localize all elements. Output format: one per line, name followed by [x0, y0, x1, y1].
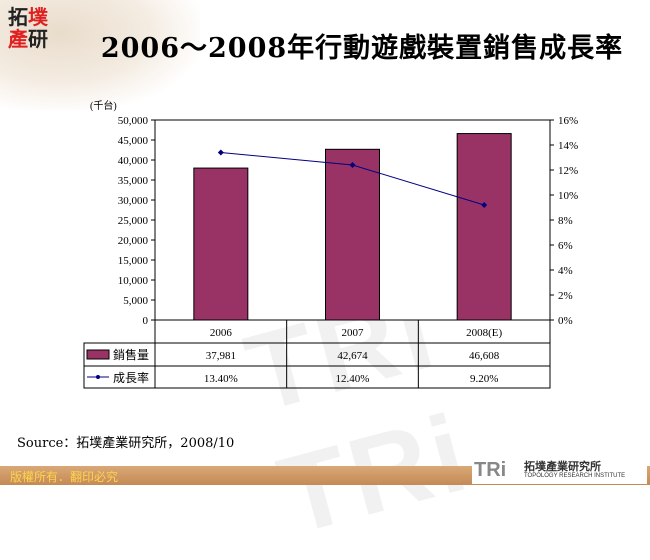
legend-sales: 銷售量 [113, 347, 149, 362]
y2-tick-label: 10% [558, 190, 578, 202]
legend-line-marker [96, 375, 100, 379]
brand-logo: TRi 拓墣產業研究所 TOPOLOGY RESEARCH INSTITUTE [472, 457, 647, 484]
category-label: 2008(E) [466, 327, 502, 339]
y2-tick-label: 8% [558, 215, 573, 227]
copyright-text: 版權所有．翻印必究 [10, 470, 119, 484]
source-note: Source：拓墣產業研究所，2008/10 [17, 436, 235, 451]
y-tick-label: 20,000 [118, 235, 149, 247]
page-title: 2006～2008年行動遊戲裝置銷售成長率 [100, 33, 624, 64]
y-tick-label: 35,000 [118, 175, 149, 187]
legend-growth: 成長率 [113, 370, 149, 385]
y2-tick-label: 16% [558, 115, 578, 127]
logo-char: 墣 [28, 5, 48, 29]
y-tick-label: 25,000 [118, 215, 149, 227]
background-map [0, 0, 200, 110]
brand-short: TRi [474, 459, 507, 481]
logo-char: 研 [28, 27, 48, 51]
logo: 拓 墣 產 研 [8, 6, 50, 52]
y2-tick-label: 12% [558, 165, 578, 177]
bar-2008(E) [456, 133, 512, 321]
y-tick-label: 0 [143, 315, 149, 327]
logo-char: 產 [8, 27, 28, 51]
growth-point-2006 [217, 149, 224, 156]
logo-char: 拓 [8, 5, 28, 29]
growth-value: 12.40% [336, 373, 370, 385]
y2-tick-label: 4% [558, 265, 573, 277]
legend-bar-swatch [86, 349, 110, 360]
y-tick-label: 50,000 [118, 115, 149, 127]
growth-point-2007 [349, 162, 356, 168]
bar-2006 [193, 167, 249, 321]
y-tick-label: 40,000 [118, 155, 149, 167]
sales-value: 42,674 [337, 350, 368, 362]
y-tick-label: 45,000 [118, 135, 149, 147]
growth-point-2008(E) [481, 202, 488, 208]
y-axis-unit: (千台) [90, 101, 117, 112]
category-label: 2007 [342, 327, 365, 339]
y-tick-label: 15,000 [118, 255, 149, 267]
sales-value: 46,608 [469, 350, 500, 362]
sales-value: 37,981 [206, 350, 236, 362]
y2-tick-label: 6% [558, 240, 573, 252]
y-tick-label: 30,000 [118, 195, 149, 207]
bar-2007 [325, 148, 380, 321]
growth-value: 13.40% [204, 373, 238, 385]
y2-tick-label: 2% [558, 290, 573, 302]
brand-cn: 拓墣產業研究所 [524, 460, 601, 473]
category-label: 2006 [210, 327, 233, 339]
growth-value: 9.20% [470, 373, 498, 385]
brand-en: TOPOLOGY RESEARCH INSTITUTE [524, 473, 626, 479]
y2-tick-label: 0% [558, 315, 573, 327]
chart: 0 5,000 10,000 15,000 20,000 25,000 30,000 35,0… [83, 115, 578, 389]
y-tick-label: 10,000 [118, 275, 149, 287]
y-tick-label: 5,000 [123, 295, 148, 307]
y2-tick-label: 14% [558, 140, 578, 152]
